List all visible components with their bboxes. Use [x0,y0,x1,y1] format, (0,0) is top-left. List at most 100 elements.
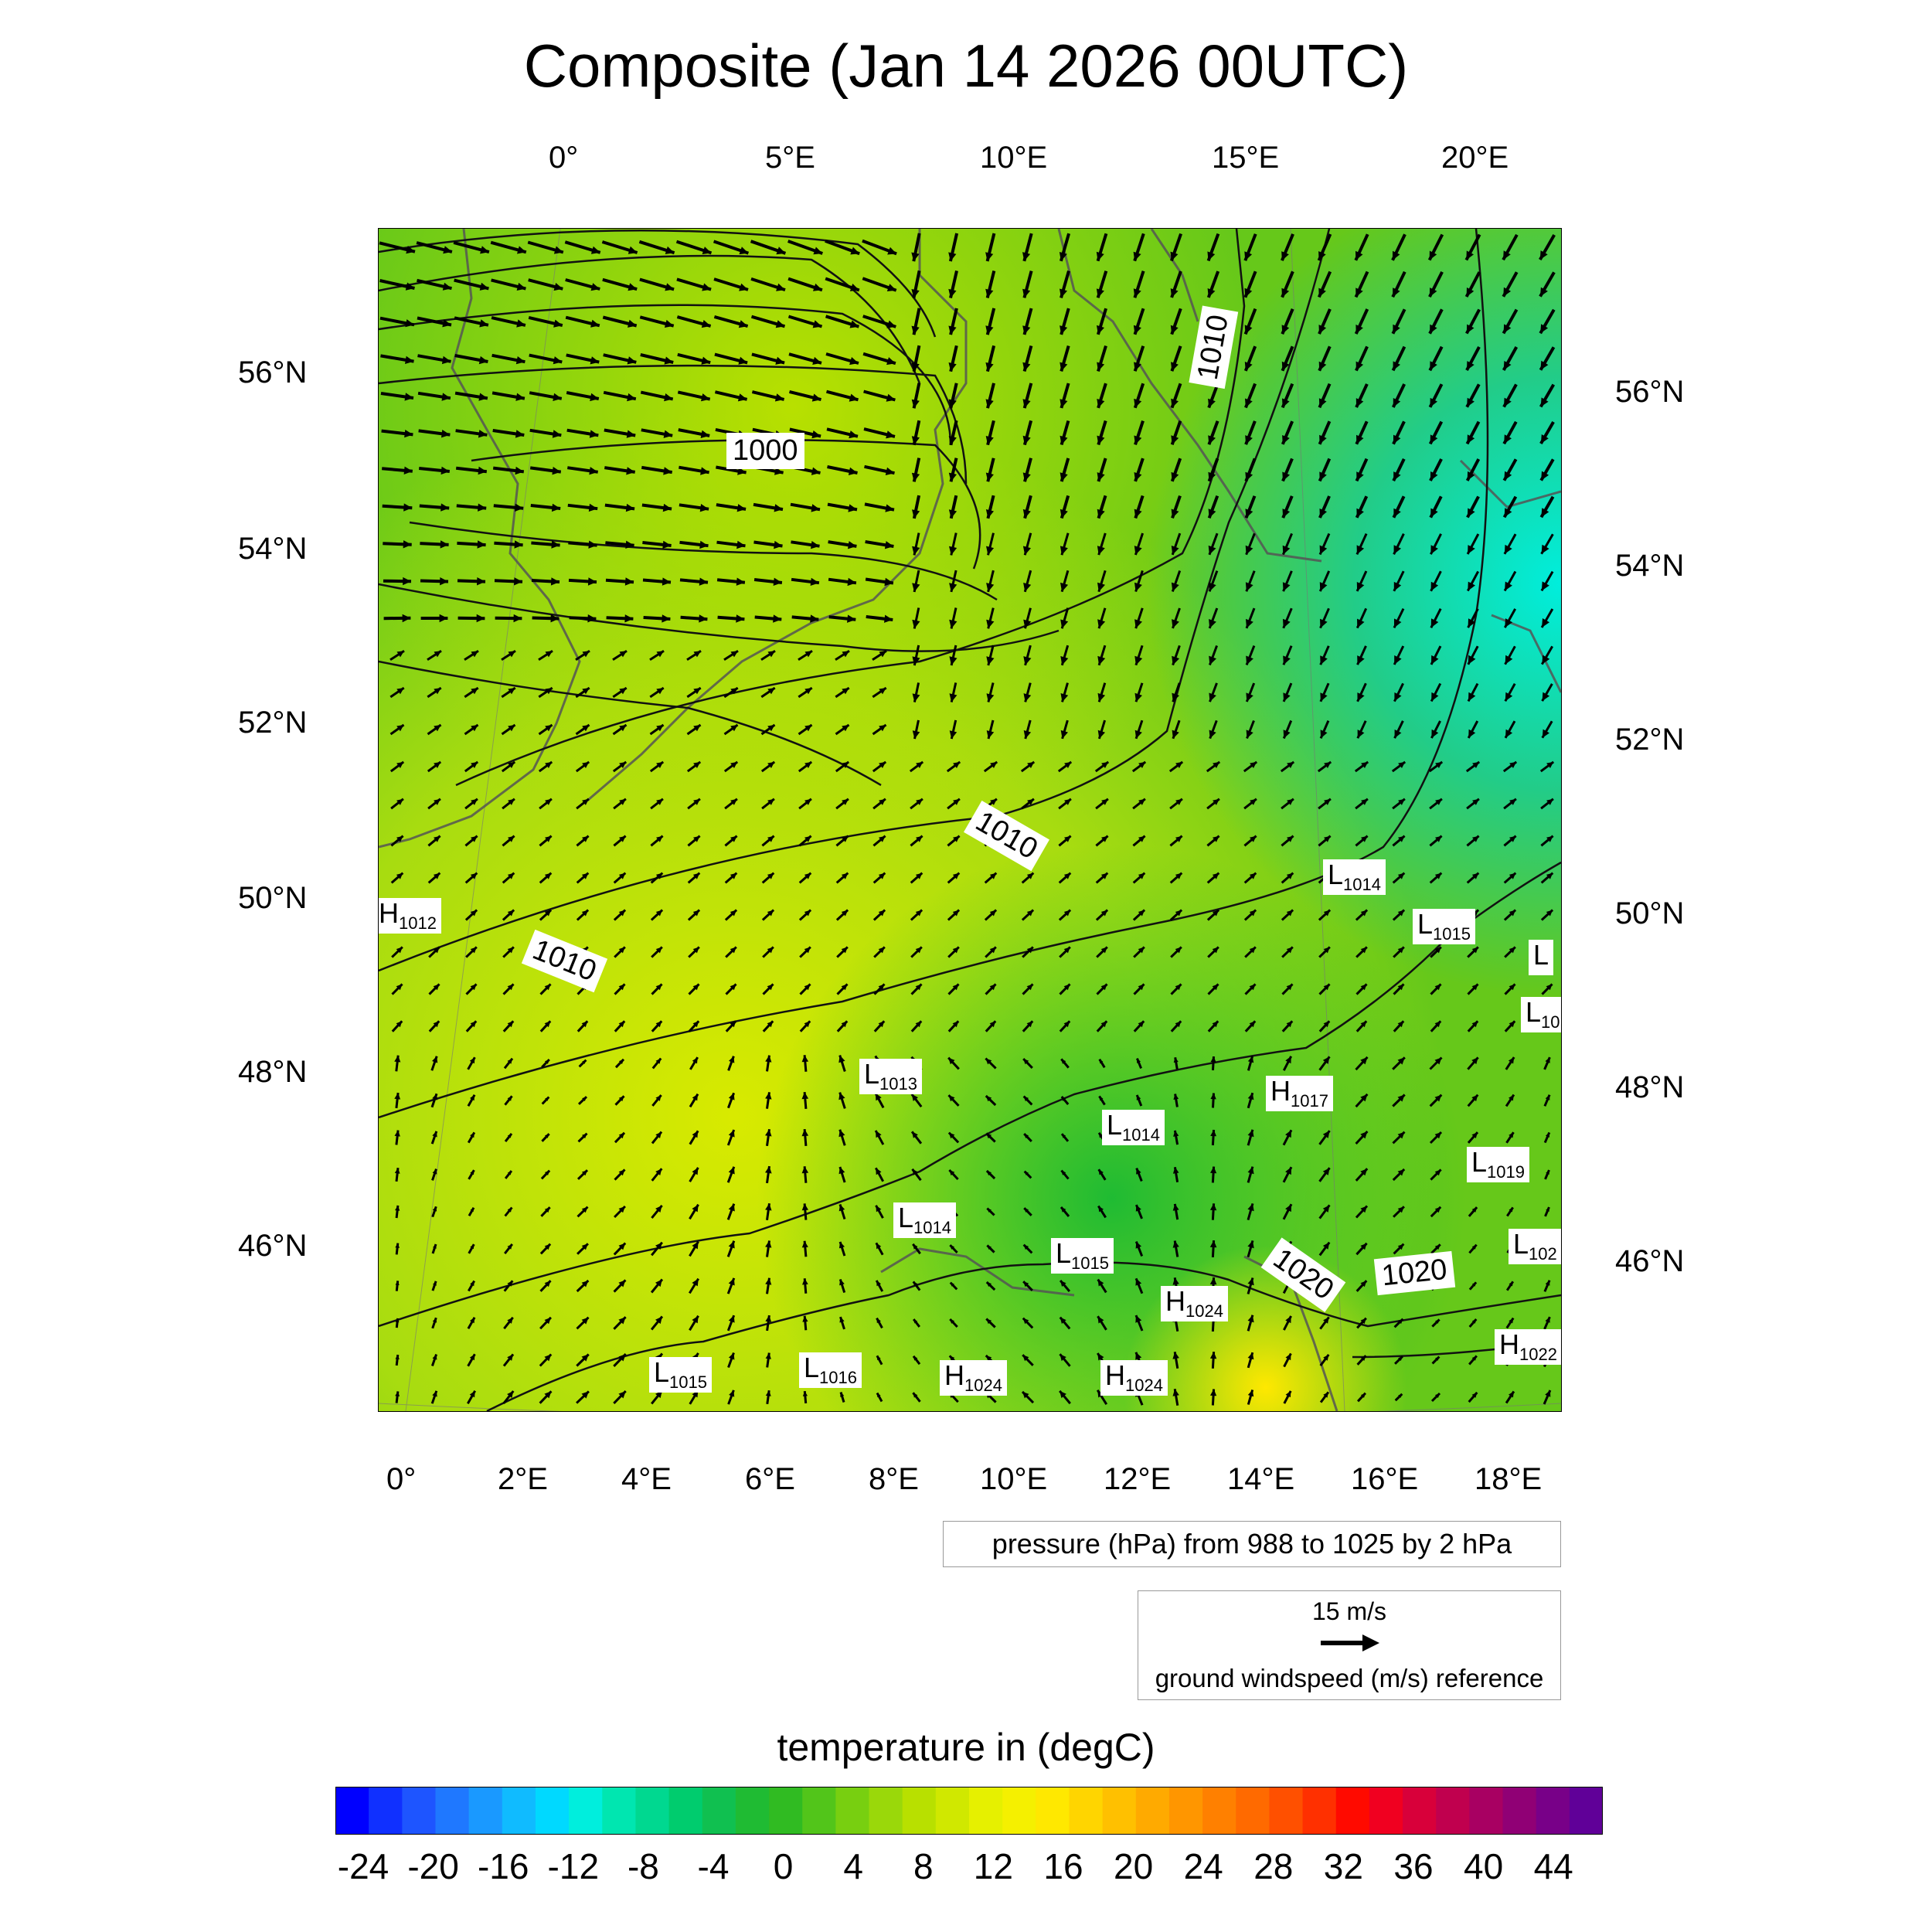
wind-arrow [1060,457,1070,482]
wind-arrow [395,1205,400,1219]
wind-arrow [1134,495,1145,519]
wind-arrow [431,1243,437,1254]
wind-arrow [1282,532,1293,556]
wind-arrow [1317,270,1332,298]
wind-arrow [1430,608,1442,628]
pressure-center-label: L1015 [1413,909,1475,945]
wind-arrow [1097,570,1107,593]
wind-arrow [491,316,526,328]
wind-arrow [1133,270,1145,298]
wind-arrow [539,872,553,884]
wind-arrow [430,1131,438,1145]
wind-arrow [1243,835,1257,847]
wind-arrow [1427,233,1444,261]
left-lat-label: 52°N [238,706,308,740]
wind-arrow [1318,383,1332,409]
wind-arrow [912,495,921,519]
wind-arrow [492,391,526,401]
wind-arrow [791,614,819,623]
wind-arrow [1170,233,1182,262]
wind-arrow [1172,1351,1179,1369]
pressure-center-label: L1015 [649,1357,712,1393]
wind-arrow [1504,720,1516,739]
wind-arrow [838,1055,846,1072]
bottom-lon-label: 18°E [1475,1462,1543,1496]
wind-arrow [1097,1205,1107,1219]
wind-arrow [1097,420,1107,446]
wind-arrow [1133,308,1145,335]
wind-arrow [1021,1390,1035,1404]
top-lon-label: 0° [549,141,579,175]
wind-arrow [1134,1315,1144,1332]
wind-arrow [911,420,921,446]
wind-arrow [1355,798,1369,810]
wind-arrow [457,577,486,586]
wind-arrow [383,540,412,549]
pressure-center-label: L [1529,940,1554,976]
wind-arrow [1247,1240,1254,1258]
wind-arrow [1023,1207,1032,1216]
wind-arrow [650,1315,664,1331]
wind-arrow [1393,1243,1405,1255]
wind-arrow [569,614,597,623]
wind-arrow [1207,946,1219,958]
wind-arrow [910,1131,923,1145]
wind-arrow [466,1389,477,1405]
wind-arrow [651,1057,662,1070]
wind-arrow [1355,1130,1369,1145]
wind-arrow [912,1355,921,1366]
wind-arrow [427,835,441,847]
wind-arrow [1355,1242,1368,1256]
wind-arrow [754,614,782,623]
wind-arrow [689,1240,699,1257]
wind-arrow [568,540,597,549]
wind-arrow [539,909,553,921]
colorbar-tick-label: -12 [547,1846,600,1886]
wind-arrow [1354,270,1369,298]
wind-arrow [1391,383,1406,408]
wind-arrow [947,1131,960,1144]
wind-arrow [504,1170,513,1179]
wind-arrow [1539,234,1556,260]
wind-arrow [1319,1354,1330,1366]
wind-arrow [910,1020,923,1032]
wind-arrow [765,1277,772,1294]
wind-arrow [427,760,442,773]
wind-arrow [1502,308,1519,335]
wind-arrow [1207,420,1219,445]
wind-arrow [1319,607,1330,629]
wind-arrow [1282,607,1293,629]
wind-arrow [651,1241,663,1257]
wind-arrow [576,1390,590,1404]
wind-arrow [825,389,859,402]
wind-arrow [1539,271,1556,298]
wind-arrow [985,946,997,958]
wind-arrow [676,315,712,328]
wind-arrow [575,723,590,736]
right-lat-label: 52°N [1615,723,1685,757]
wind-arrow [760,760,776,773]
wind-arrow [726,1315,736,1332]
wind-arrow [1169,835,1183,847]
wind-arrow [1244,495,1257,519]
colorbar-tick-label: 44 [1533,1846,1573,1886]
wind-arrow [456,503,487,512]
wind-arrow [1022,1020,1034,1032]
chart-title: Composite (Jan 14 2026 00UTC) [523,32,1409,100]
wind-arrow [416,241,453,254]
wind-arrow [575,760,590,773]
wind-arrow [1356,645,1367,665]
wind-arrow [798,835,812,847]
wind-arrow [838,1166,846,1183]
wind-arrow [912,532,920,556]
colorbar-swatch [969,1787,1003,1835]
wind-arrow [528,315,563,328]
wind-arrow [677,352,711,365]
wind-arrow [394,1130,400,1145]
wind-arrow [1022,983,1034,995]
wind-arrow [1022,1281,1033,1291]
wind-arrow [1136,1058,1142,1069]
pressure-center-label: L1019 [1467,1147,1529,1183]
wind-arrow [1393,1206,1405,1218]
wind-reference-box: 15 m/s ground windspeed (m/s) reference [1138,1590,1561,1700]
